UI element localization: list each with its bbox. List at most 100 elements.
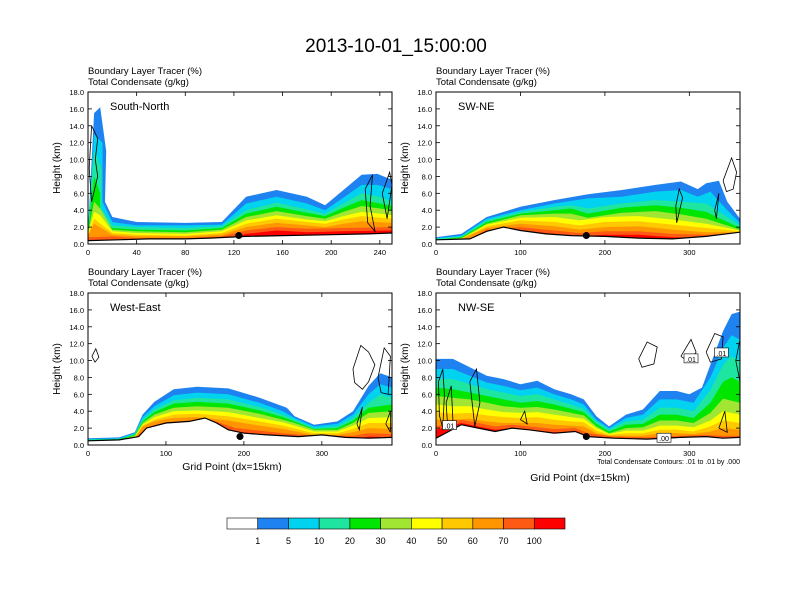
y-tick-label: 18.0 <box>417 289 432 298</box>
panel-title: SW-NE <box>458 101 494 113</box>
y-tick-label: 16.0 <box>69 306 84 315</box>
x-tick-label: 0 <box>434 449 438 458</box>
condensate-contour <box>722 156 738 193</box>
y-tick-label: 2.0 <box>422 424 432 433</box>
y-tick-label: 18.0 <box>417 88 432 97</box>
y-tick-label: 2.0 <box>74 424 84 433</box>
panel-south-north: Boundary Layer Tracer (%)Total Condensat… <box>52 66 393 257</box>
plot-frame <box>87 292 393 446</box>
x-tick-label: 0 <box>434 248 438 257</box>
y-tick-label: 10.0 <box>69 357 84 366</box>
colorbar-swatch <box>441 517 474 530</box>
y-tick-label: 14.0 <box>69 122 84 131</box>
panel-sw-ne: Boundary Layer Tracer (%)Total Condensat… <box>400 66 741 257</box>
colorbar-swatch <box>533 517 566 530</box>
contour-label-box <box>714 347 729 358</box>
colorbar-swatch <box>503 517 535 530</box>
y-tick-label: 0.0 <box>422 240 432 249</box>
y-tick-label: 8.0 <box>422 172 432 181</box>
field-label-condensate: Total Condensate (g/kg) <box>88 77 189 88</box>
condensate-contour <box>675 187 684 223</box>
condensate-contour <box>381 170 392 219</box>
terrain-line <box>88 232 392 242</box>
x-tick-label: 120 <box>228 248 241 257</box>
y-axis-label: Height (km) <box>52 142 63 194</box>
y-tick-label: 0.0 <box>422 441 432 450</box>
field-label-condensate: Total Condensate (g/kg) <box>436 278 537 289</box>
panel-title: NW-SE <box>458 302 494 314</box>
condensate-contour <box>735 339 740 382</box>
x-tick-label: 100 <box>514 248 527 257</box>
y-tick-label: 10.0 <box>69 156 84 165</box>
condensate-contour <box>638 341 658 368</box>
terrain-line <box>436 424 740 440</box>
contour-label: .01 <box>445 424 455 431</box>
y-tick-label: 16.0 <box>417 306 432 315</box>
y-tick-label: 16.0 <box>417 105 432 114</box>
contour-label: .00 <box>659 436 669 443</box>
y-tick-label: 4.0 <box>74 407 84 416</box>
condensate-contour <box>356 406 363 432</box>
terrain-fill <box>436 227 740 244</box>
contour-footnote: Total Condensate Contours: .01 to .01 by… <box>597 459 740 466</box>
figure-title: 2013-10-01_15:00:00 <box>305 36 487 57</box>
condensate-contour <box>91 347 100 363</box>
plot-frame <box>435 292 741 446</box>
location-marker <box>236 433 244 441</box>
condensate-contour <box>520 409 528 425</box>
panel-west-east: Boundary Layer Tracer (%)Total Condensat… <box>52 267 393 473</box>
x-tick-label: 100 <box>160 449 173 458</box>
x-axis-label: Grid Point (dx=15km) <box>182 461 282 473</box>
colorbar-tick-label: 30 <box>376 536 386 546</box>
y-tick-label: 12.0 <box>69 340 84 349</box>
terrain-line <box>436 226 740 241</box>
colorbar-tick-label: 1 <box>255 536 260 546</box>
y-tick-label: 8.0 <box>422 373 432 382</box>
y-axis-label: Height (km) <box>400 142 411 194</box>
y-tick-label: 10.0 <box>417 357 432 366</box>
x-tick-label: 240 <box>374 248 387 257</box>
x-tick-label: 100 <box>514 449 527 458</box>
plot-frame <box>87 91 393 245</box>
condensate-contour <box>445 385 454 430</box>
location-marker <box>582 433 590 441</box>
x-tick-label: 200 <box>599 248 612 257</box>
y-tick-label: 4.0 <box>74 206 84 215</box>
field-label-tracer: Boundary Layer Tracer (%) <box>88 66 202 77</box>
y-tick-label: 8.0 <box>74 373 84 382</box>
terrain-line <box>88 417 392 442</box>
condensate-contour <box>364 174 376 233</box>
y-tick-label: 14.0 <box>417 122 432 131</box>
colorbar-swatch <box>318 517 351 530</box>
y-tick-label: 4.0 <box>422 407 432 416</box>
colorbar-swatch <box>472 517 504 530</box>
x-tick-label: 200 <box>325 248 338 257</box>
panel-nw-se: Boundary Layer Tracer (%)Total Condensat… <box>400 267 741 484</box>
y-tick-label: 2.0 <box>422 223 432 232</box>
x-tick-label: 200 <box>238 449 251 458</box>
colorbar-tick-label: 5 <box>286 536 291 546</box>
plot-content <box>436 156 740 244</box>
x-tick-label: 300 <box>683 449 696 458</box>
x-tick-label: 200 <box>599 449 612 458</box>
contour-label-box <box>656 432 672 443</box>
contour-label-box <box>683 353 699 364</box>
colorbar-swatch <box>380 517 412 530</box>
condensate-contour <box>377 346 391 395</box>
y-tick-label: 12.0 <box>417 139 432 148</box>
contour-label: .01 <box>686 357 696 364</box>
y-tick-label: 10.0 <box>417 156 432 165</box>
panel-title: West-East <box>110 302 161 314</box>
y-tick-label: 14.0 <box>417 323 432 332</box>
y-tick-label: 12.0 <box>417 340 432 349</box>
terrain-fill <box>88 418 392 445</box>
colorbar-swatch <box>288 517 320 530</box>
location-marker <box>235 232 243 240</box>
field-label-tracer: Boundary Layer Tracer (%) <box>436 267 550 278</box>
field-label-condensate: Total Condensate (g/kg) <box>88 278 189 289</box>
condensate-contour <box>714 193 720 219</box>
colorbar-swatch <box>349 517 381 530</box>
field-label-tracer: Boundary Layer Tracer (%) <box>436 66 550 77</box>
y-tick-label: 18.0 <box>69 88 84 97</box>
